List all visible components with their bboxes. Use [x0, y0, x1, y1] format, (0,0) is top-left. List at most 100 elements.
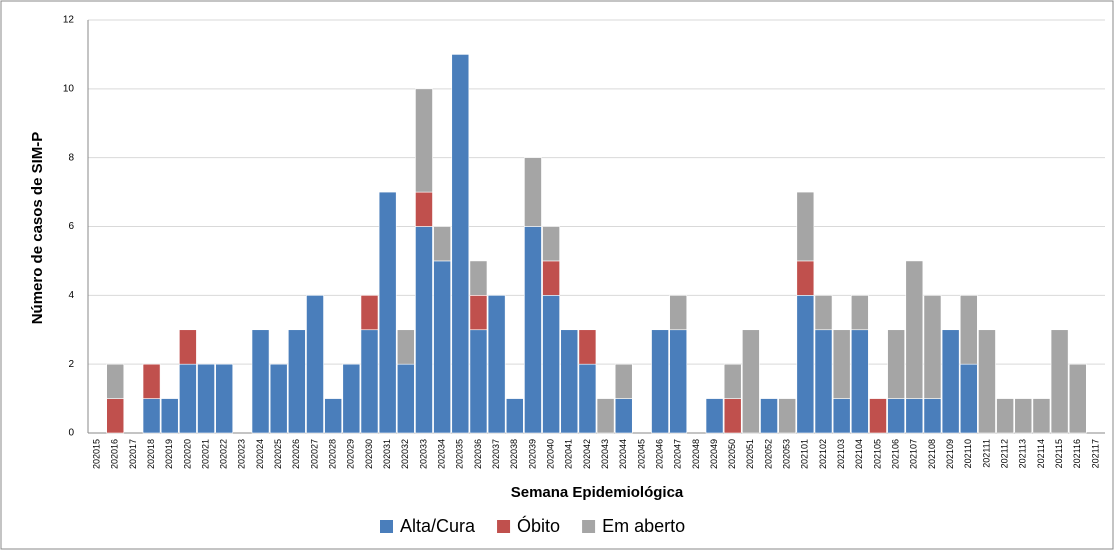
x-tick-label: 202049: [709, 439, 719, 469]
bar-segment: [415, 226, 433, 434]
x-tick-label: 202117: [1090, 439, 1100, 468]
bar-segment: [814, 295, 833, 331]
x-tick-label: 202040: [545, 439, 555, 469]
bar-segment: [288, 329, 306, 434]
x-tick-label: 202103: [836, 439, 846, 469]
bar-segment: [614, 398, 633, 434]
x-tick-label: 202039: [527, 439, 537, 469]
y-tick-label: 10: [63, 83, 75, 94]
bar-segment: [179, 329, 197, 365]
y-tick-label: 2: [68, 359, 74, 370]
bar-segment: [959, 295, 978, 365]
x-tick-label: 202109: [945, 439, 955, 469]
bar-segment: [796, 295, 815, 434]
x-tick-label: 202106: [891, 439, 901, 469]
x-tick-label: 202113: [1018, 439, 1028, 468]
x-tick-label: 202042: [582, 439, 592, 469]
bar-segment: [651, 329, 669, 434]
bar-segment: [887, 329, 905, 399]
x-tick-label: 202022: [219, 439, 229, 469]
x-tick-label: 202024: [255, 439, 265, 469]
x-tick-label: 202114: [1036, 439, 1046, 468]
bar-segment: [760, 398, 778, 434]
bar-segment: [1032, 398, 1051, 434]
bar-segment: [723, 398, 742, 434]
bar-segment: [433, 226, 451, 262]
x-tick-label: 202031: [382, 439, 392, 469]
x-tick-label: 202035: [455, 439, 465, 469]
x-tick-label: 202015: [91, 439, 101, 469]
bar-segment: [923, 295, 942, 399]
bar-segment: [850, 329, 869, 434]
legend-swatch: [582, 520, 596, 533]
bar-segment: [342, 363, 361, 434]
bar-segment: [179, 363, 197, 434]
x-tick-label: 202111: [981, 439, 991, 468]
x-tick-label: 202048: [691, 439, 701, 469]
bar-segment: [850, 295, 869, 331]
legend-swatch: [380, 520, 393, 533]
x-tick-label: 202116: [1072, 439, 1082, 468]
bar-segment: [396, 329, 415, 365]
bar-segment: [360, 329, 379, 434]
bar-segment: [578, 329, 597, 365]
bar-segment: [705, 398, 724, 434]
x-tick-label: 202017: [128, 439, 138, 469]
bar-segment: [996, 398, 1014, 434]
bar-segment: [396, 363, 415, 434]
bar-segment: [832, 398, 851, 434]
bar-segment: [142, 398, 161, 434]
bar-segment: [542, 295, 560, 434]
bar-segment: [1068, 363, 1087, 434]
x-tick-label: 202102: [818, 439, 828, 469]
x-tick-label: 202032: [400, 439, 410, 469]
y-tick-label: 6: [68, 221, 74, 232]
bar-segment: [578, 363, 597, 434]
bar-segment: [941, 329, 960, 434]
bar-segment: [796, 191, 815, 262]
x-tick-label: 202104: [854, 439, 864, 469]
x-tick-label: 202115: [1054, 439, 1064, 468]
x-tick-label: 202018: [146, 439, 156, 469]
x-tick-label: 202112: [999, 439, 1009, 468]
x-tick-label: 202036: [473, 439, 483, 469]
bar-segment: [959, 363, 978, 434]
x-tick-label: 202047: [673, 439, 683, 469]
x-tick-label: 202105: [872, 439, 882, 469]
bar-segment: [142, 363, 161, 399]
x-tick-label: 202026: [291, 439, 301, 469]
bar-segment: [905, 398, 924, 434]
bar-segment: [796, 260, 815, 296]
bar-segment: [832, 329, 851, 399]
x-tick-label: 202108: [927, 439, 937, 469]
bar-segment: [433, 260, 451, 434]
bar-segment: [524, 226, 542, 434]
y-tick-label: 0: [68, 428, 74, 439]
x-tick-label: 202101: [800, 439, 810, 469]
bar-segment: [415, 88, 433, 193]
bar-segment: [560, 329, 579, 434]
x-axis-title: Semana Epidemiológica: [511, 484, 684, 501]
x-tick-label: 202045: [636, 439, 646, 469]
x-tick-label: 202029: [346, 439, 356, 469]
bar-segment: [542, 260, 560, 296]
x-tick-label: 202110: [963, 439, 973, 468]
x-tick-label: 202023: [237, 439, 247, 469]
bar-segment: [614, 363, 633, 399]
legend-label: Alta/Cura: [400, 516, 476, 536]
x-tick-label: 202052: [763, 439, 773, 469]
bar-segment: [360, 295, 379, 331]
x-tick-label: 202019: [164, 439, 174, 469]
bar-segment: [269, 363, 288, 434]
bar-segment: [723, 363, 742, 399]
bar-segment: [505, 398, 524, 434]
x-tick-label: 202033: [418, 439, 428, 469]
x-tick-label: 202027: [309, 439, 319, 469]
bar-segment: [869, 398, 887, 434]
bar-segment: [306, 295, 324, 434]
bar-segment: [923, 398, 942, 434]
bar-segment: [905, 260, 924, 399]
bar-segment: [324, 398, 343, 434]
bar-segment: [197, 363, 215, 434]
